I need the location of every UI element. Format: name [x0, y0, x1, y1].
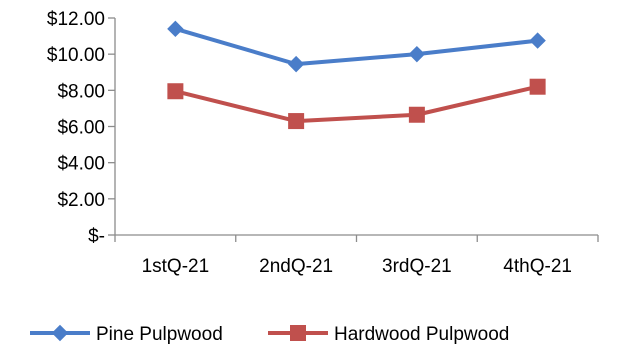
- data-point: [529, 32, 546, 49]
- data-point: [408, 45, 426, 63]
- y-tick-label: $4.00: [57, 154, 105, 175]
- y-tick-label: $12.00: [47, 9, 105, 30]
- legend-item: Pine Pulpwood: [30, 324, 223, 345]
- axes: [114, 18, 598, 236]
- x-tick-label: 4thQ-21: [503, 256, 572, 277]
- legend-marker: [290, 325, 306, 341]
- data-point: [167, 83, 184, 100]
- series-line: [174, 26, 538, 67]
- y-tick-label: $-: [88, 226, 105, 247]
- legend-label: Pine Pulpwood: [96, 324, 223, 345]
- data-point: [408, 106, 425, 123]
- series-layer: [167, 20, 546, 130]
- y-tick-label: $6.00: [57, 118, 105, 139]
- data-point: [287, 55, 305, 73]
- y-tick-label: $10.00: [47, 45, 105, 66]
- x-tick-label: 1stQ-21: [142, 256, 210, 277]
- data-point: [288, 113, 305, 130]
- legend: Pine Pulpwood Hardwood Pulpwood: [30, 324, 509, 345]
- y-tick-label: $2.00: [57, 190, 105, 211]
- legend-item: Hardwood Pulpwood: [268, 324, 509, 345]
- y-tick-label: $8.00: [57, 81, 105, 102]
- series-line: [174, 84, 539, 124]
- x-tick-label: 3rdQ-21: [382, 256, 452, 277]
- data-point: [167, 20, 184, 38]
- x-axis-ticks: 1stQ-21 2ndQ-21 3rdQ-21 4thQ-21: [114, 235, 599, 277]
- series-1: [167, 78, 546, 130]
- data-point: [529, 78, 546, 95]
- legend-marker: [51, 324, 69, 342]
- y-axis-ticks: $- $2.00 $4.00 $6.00 $8.00 $10.00 $12.00: [47, 9, 115, 247]
- x-tick-label: 2ndQ-21: [259, 256, 333, 277]
- legend-label: Hardwood Pulpwood: [334, 324, 509, 345]
- series-0: [167, 20, 546, 73]
